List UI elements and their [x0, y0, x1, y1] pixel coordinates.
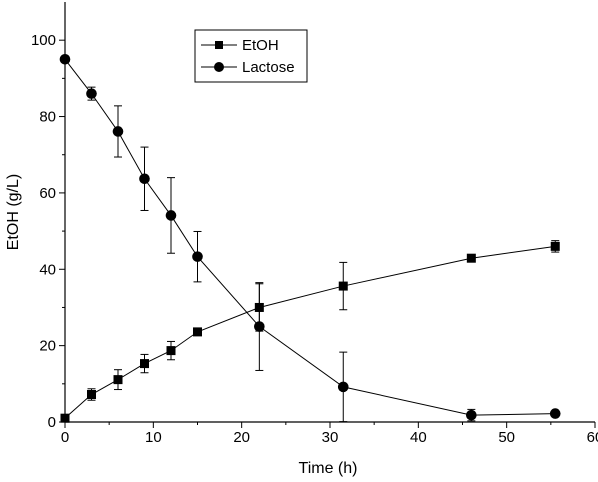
x-tick-label: 40 — [410, 429, 427, 446]
data-point-etoh — [60, 413, 70, 423]
data-point-etoh — [113, 375, 123, 385]
x-tick-label: 10 — [145, 429, 162, 446]
x-tick-label: 30 — [322, 429, 339, 446]
data-point-lactose — [337, 381, 349, 393]
legend-label-lactose: Lactose — [242, 59, 295, 76]
y-tick-label: 40 — [39, 261, 56, 278]
data-point-lactose — [192, 251, 203, 262]
legend-label-etoh: EtOH — [242, 37, 279, 54]
y-tick-label: 60 — [39, 185, 56, 202]
data-point-etoh — [87, 390, 96, 400]
data-point-etoh — [166, 346, 176, 356]
x-tick-label: 60 — [587, 429, 598, 446]
x-tick-label: 0 — [61, 429, 69, 446]
data-point-lactose — [59, 53, 71, 65]
legend-box — [194, 29, 308, 83]
y-axis-title: EtOH (g/L) — [5, 174, 22, 250]
legend-marker-lactose — [214, 62, 224, 72]
data-point-etoh — [550, 241, 560, 251]
x-tick-label: 20 — [233, 429, 250, 446]
data-point-lactose — [254, 321, 265, 332]
data-point-lactose — [466, 409, 477, 421]
data-point-lactose — [139, 173, 150, 185]
data-point-etoh — [140, 359, 149, 369]
x-axis-title: Time (h) — [299, 460, 358, 477]
y-tick-label: 100 — [31, 32, 56, 49]
data-point-lactose — [165, 210, 177, 221]
y-tick-label: 20 — [39, 338, 56, 355]
series-line-etoh — [64, 245, 556, 419]
data-point-lactose — [549, 408, 561, 419]
data-point-etoh — [466, 253, 476, 263]
data-point-etoh — [193, 327, 202, 337]
legend-marker-etoh — [215, 41, 223, 49]
data-point-lactose — [86, 88, 97, 99]
y-tick-label: 0 — [48, 414, 56, 431]
legend: EtOH Lactose — [194, 29, 308, 83]
data-point-etoh — [338, 281, 348, 291]
series-line-lactose — [64, 58, 556, 416]
y-tick-label: 80 — [39, 109, 56, 126]
x-tick-label: 50 — [498, 429, 515, 446]
plot-area: 0 10 20 30 40 50 60 0 20 40 60 80 100 — [31, 2, 598, 446]
data-point-lactose — [112, 126, 124, 137]
